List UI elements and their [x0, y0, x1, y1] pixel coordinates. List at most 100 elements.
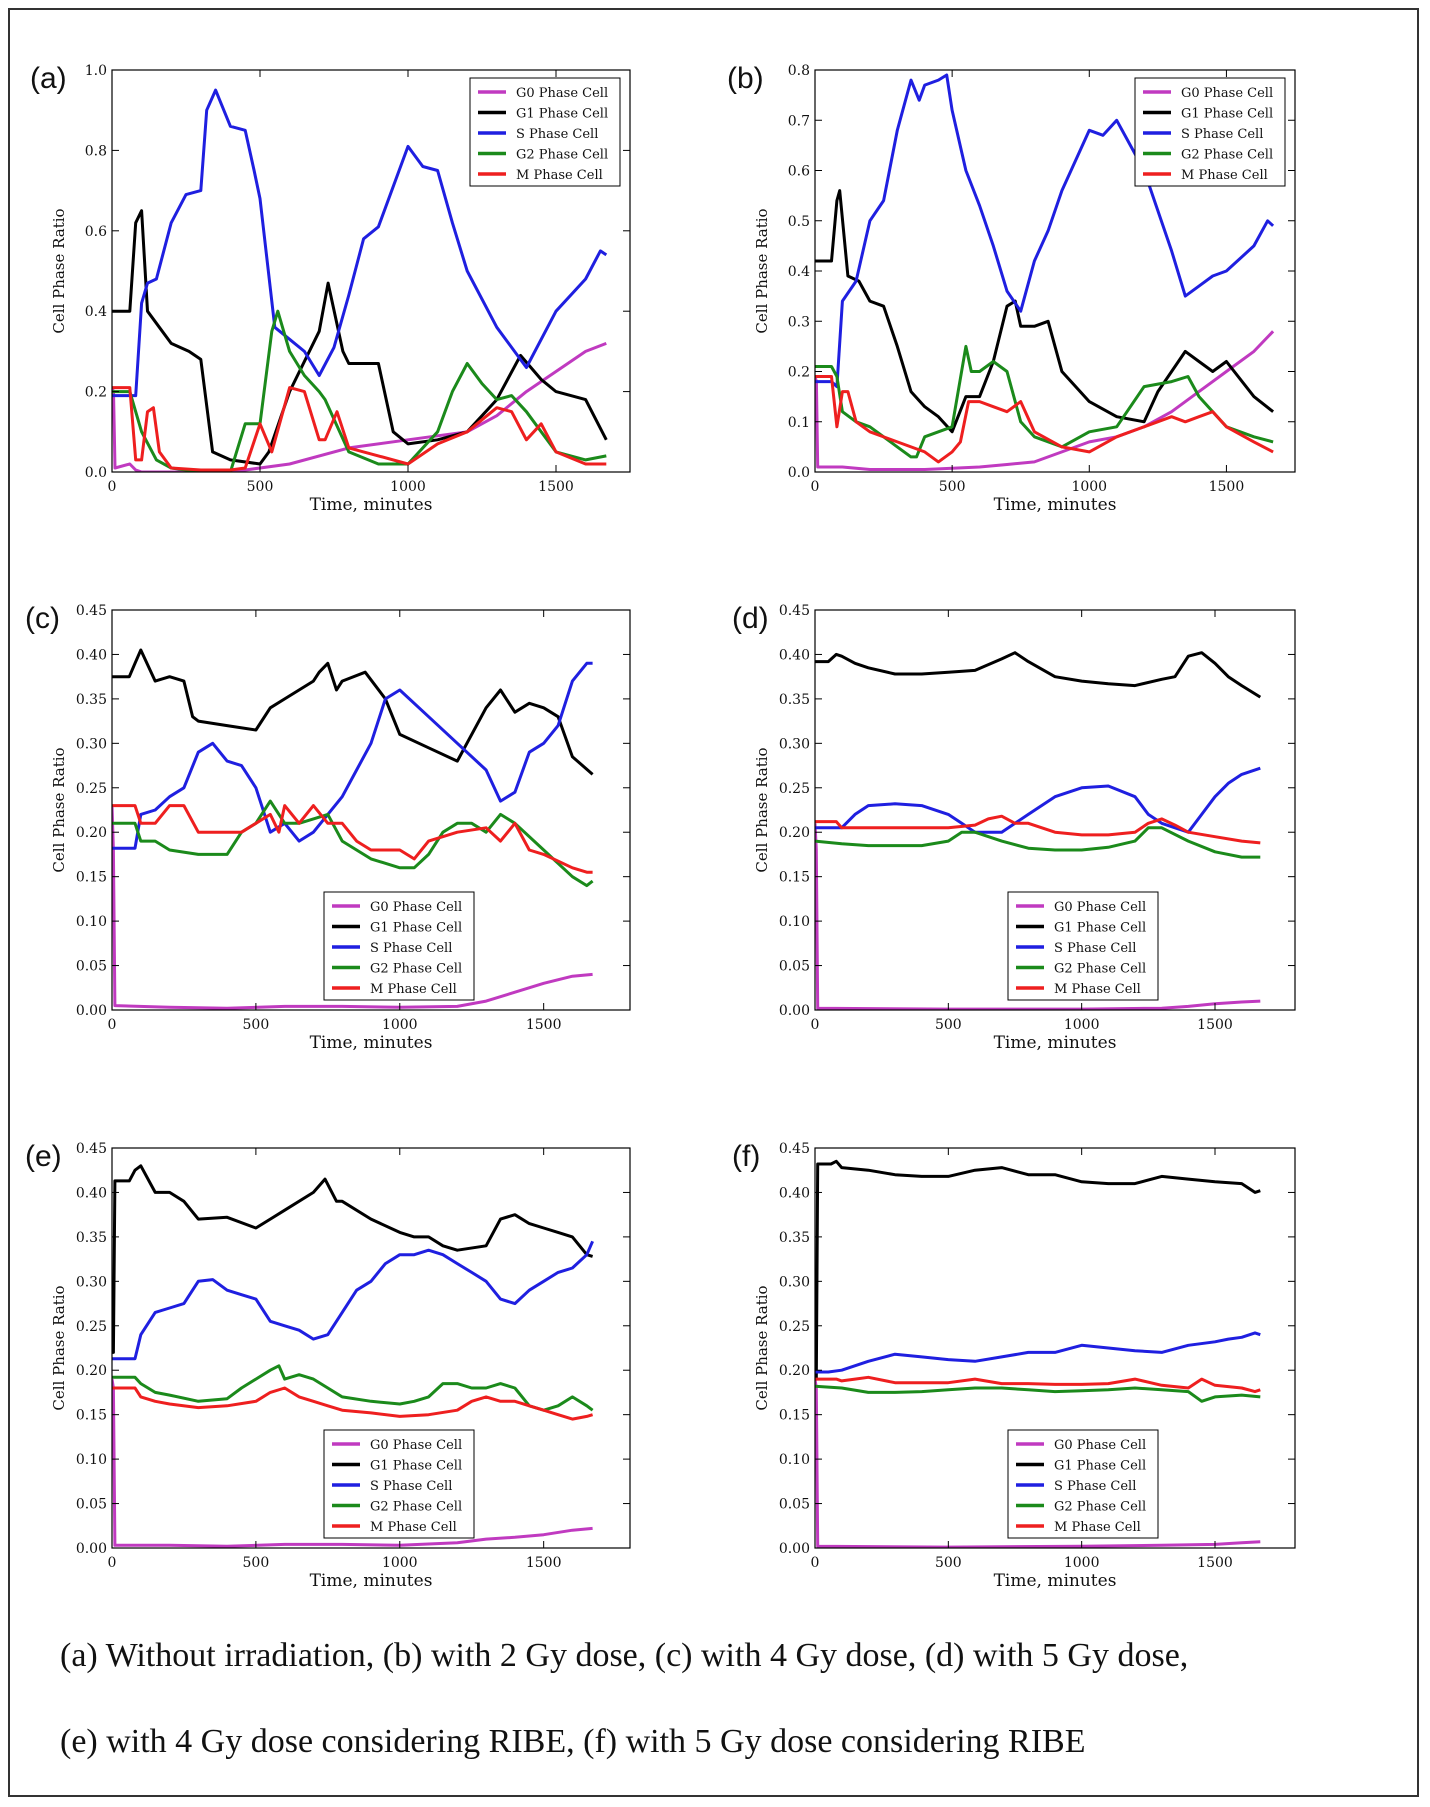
series-line-M	[815, 1375, 1261, 1394]
x-axis-label: Time, minutes	[994, 495, 1117, 515]
x-tick-label: 1500	[1209, 479, 1245, 495]
y-tick-label: 0.5	[788, 214, 810, 230]
legend-label-S: S Phase Cell	[370, 1479, 452, 1494]
y-tick-label: 0.30	[76, 736, 107, 752]
y-tick-label: 0.6	[788, 164, 810, 180]
legend: G0 Phase Cell G1 Phase Cell S Phase Cell G2…	[469, 77, 621, 187]
y-axis-label: Cell Phase Ratio	[50, 1285, 68, 1410]
x-axis-label: Time, minutes	[994, 1571, 1117, 1591]
series-line-G1	[815, 651, 1262, 699]
legend-label-S: S Phase Cell	[370, 941, 452, 956]
y-tick-label: 0.05	[76, 959, 107, 975]
y-axis-label: Cell Phase Ratio	[753, 1285, 771, 1410]
y-tick-label: 0.15	[76, 1408, 107, 1424]
legend: G0 Phase Cell G1 Phase Cell S Phase Cell G2…	[323, 891, 475, 1001]
y-tick-label: 0.20	[779, 825, 810, 841]
plot-frame	[814, 609, 1296, 1011]
y-tick-label: 0.8	[788, 63, 810, 79]
legend-label-S: S Phase Cell	[516, 127, 598, 142]
y-tick-label: 0.45	[779, 603, 810, 619]
legend-label-G2: G2 Phase Cell	[370, 962, 462, 977]
chart-panel-b: (b) 0 500 1000 1500 0.0 0.1 0.2 0.3 0.4 0.5 0.6 0.7 0…	[727, 62, 1296, 515]
series-line-S	[815, 1331, 1261, 1374]
y-axis-label: Cell Phase Ratio	[50, 208, 68, 333]
series-line-G2	[815, 826, 1261, 859]
x-tick-label: 1000	[1064, 1017, 1100, 1033]
x-tick-label: 1500	[526, 1017, 562, 1033]
x-axis-label: Time, minutes	[310, 1033, 433, 1053]
x-tick-label: 500	[939, 479, 966, 495]
legend-label-S: S Phase Cell	[1054, 941, 1136, 956]
y-tick-label: 0.10	[779, 914, 810, 930]
series-line-G0	[112, 342, 607, 472]
series-line-M	[815, 814, 1261, 845]
x-tick-label: 500	[247, 479, 274, 495]
y-axis-label: Cell Phase Ratio	[753, 208, 771, 333]
series-line-G1	[112, 648, 594, 776]
legend-label-S: S Phase Cell	[1054, 1479, 1136, 1494]
chart-panel-f: (f) 0 500 1000 1500 0.00 0.05 0.10 0.15 0.20 0.25 0…	[732, 1140, 1296, 1591]
y-axis-label: Cell Phase Ratio	[753, 747, 771, 872]
series-line-G1	[112, 209, 608, 466]
series-line-G0	[112, 805, 593, 1010]
x-tick-label: 1500	[538, 479, 574, 495]
panel-label: (f)	[732, 1140, 760, 1173]
legend-label-M: M Phase Cell	[1054, 1520, 1141, 1535]
y-tick-label: 0.05	[779, 959, 810, 975]
series-line-S	[815, 766, 1261, 834]
x-axis-label: Time, minutes	[310, 495, 433, 515]
y-tick-label: 0.35	[779, 692, 810, 708]
plot-frame	[111, 69, 631, 473]
x-tick-label: 0	[811, 479, 820, 495]
x-tick-label: 1000	[1071, 479, 1107, 495]
x-axis-label: Time, minutes	[994, 1033, 1117, 1053]
panel-label: (b)	[727, 62, 764, 95]
y-tick-label: 0.35	[76, 692, 107, 708]
panel-label: (e)	[25, 1140, 62, 1173]
y-tick-label: 0.20	[76, 1363, 107, 1379]
series-line-G2	[112, 1364, 594, 1412]
series-lines	[112, 88, 608, 472]
plot-frame	[814, 1147, 1296, 1549]
y-tick-label: 0.6	[85, 224, 107, 240]
legend: G0 Phase Cell G1 Phase Cell S Phase Cell G2…	[1007, 891, 1159, 1001]
y-tick-label: 0.35	[779, 1230, 810, 1246]
y-tick-label: 0.0	[85, 465, 107, 481]
y-tick-label: 0.40	[779, 647, 810, 663]
x-tick-label: 500	[935, 1555, 962, 1571]
y-tick-label: 0.30	[76, 1274, 107, 1290]
series-line-G0	[112, 1378, 593, 1548]
chart-panel-e: (e) 0 500 1000 1500 0.00 0.05 0.10 0.15 0.20 0.25 0…	[25, 1140, 631, 1591]
y-tick-label: 0.2	[788, 365, 810, 381]
legend-label-G0: G0 Phase Cell	[370, 900, 462, 915]
y-tick-label: 0.7	[788, 113, 810, 129]
y-tick-label: 0.10	[76, 1452, 107, 1468]
legend-label-G2: G2 Phase Cell	[516, 148, 608, 163]
x-tick-label: 1500	[1197, 1017, 1233, 1033]
legend: G0 Phase Cell G1 Phase Cell S Phase Cell G2…	[323, 1429, 475, 1539]
legend-label-M: M Phase Cell	[1054, 982, 1141, 997]
x-tick-label: 1000	[382, 1555, 418, 1571]
y-tick-label: 0.3	[788, 314, 810, 330]
legend-label-G2: G2 Phase Cell	[1054, 1500, 1146, 1515]
y-tick-label: 0.20	[76, 825, 107, 841]
x-tick-label: 1000	[382, 1017, 418, 1033]
x-tick-label: 500	[243, 1555, 270, 1571]
y-tick-label: 0.35	[76, 1230, 107, 1246]
y-tick-label: 0.4	[788, 264, 810, 280]
x-tick-label: 500	[243, 1017, 270, 1033]
series-line-G2	[112, 799, 594, 888]
x-tick-label: 1000	[1064, 1555, 1100, 1571]
panel-label: (d)	[732, 602, 769, 635]
y-tick-label: 0.30	[779, 1274, 810, 1290]
series-lines	[112, 648, 594, 1010]
figure-frame	[8, 8, 1419, 1797]
y-tick-label: 0.10	[76, 914, 107, 930]
legend-label-G1: G1 Phase Cell	[516, 107, 608, 122]
plot-frame	[111, 1147, 631, 1549]
y-tick-label: 0.15	[779, 870, 810, 886]
y-tick-label: 0.20	[779, 1363, 810, 1379]
y-tick-label: 0.10	[779, 1452, 810, 1468]
y-tick-label: 0.25	[76, 781, 107, 797]
